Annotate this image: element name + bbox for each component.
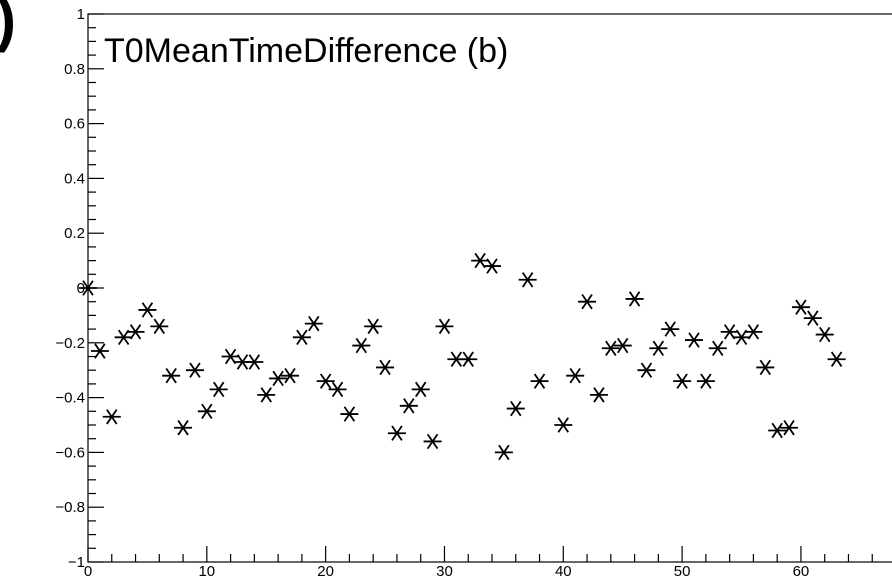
x-tick-label: 10 <box>198 563 215 578</box>
data-point <box>780 421 798 435</box>
data-point <box>245 355 263 369</box>
data-point <box>602 341 620 355</box>
scatter-points <box>79 253 846 459</box>
y-tick-label: −0.2 <box>55 335 85 352</box>
data-point <box>828 352 846 366</box>
data-point <box>364 319 382 333</box>
plot-frame <box>88 14 892 562</box>
x-tick-label: 60 <box>793 563 810 578</box>
data-point <box>257 388 275 402</box>
y-tick-label: 0.8 <box>64 61 85 78</box>
data-point <box>376 360 394 374</box>
data-point <box>531 374 549 388</box>
data-point <box>626 292 644 306</box>
data-point <box>566 368 584 382</box>
data-point <box>673 374 691 388</box>
data-point <box>435 319 453 333</box>
chart-title: T0MeanTimeDifference (b) <box>104 32 508 70</box>
x-tick-label: 0 <box>84 563 92 578</box>
data-point <box>459 352 477 366</box>
data-point <box>554 418 572 432</box>
y-tick-label: −0.4 <box>55 390 85 407</box>
data-point <box>340 407 358 421</box>
data-point <box>198 404 216 418</box>
data-point <box>661 322 679 336</box>
data-point <box>317 374 335 388</box>
data-point <box>400 399 418 413</box>
x-tick-label: 50 <box>674 563 691 578</box>
corner-glyph: ) <box>0 0 16 53</box>
data-point <box>424 434 442 448</box>
data-point <box>281 368 299 382</box>
data-point <box>186 363 204 377</box>
data-point <box>150 319 168 333</box>
y-tick-label: 0.4 <box>64 170 85 187</box>
y-tick-label: −0.8 <box>55 499 85 516</box>
data-point <box>495 445 513 459</box>
data-point <box>578 295 596 309</box>
data-point <box>685 333 703 347</box>
data-point <box>519 273 537 287</box>
y-tick-label: −1 <box>68 554 85 571</box>
data-point <box>412 382 430 396</box>
data-point <box>174 421 192 435</box>
data-point <box>138 303 156 317</box>
data-point <box>768 423 786 437</box>
y-tick-label: 0.6 <box>64 116 85 133</box>
data-point <box>792 300 810 314</box>
y-tick-label: −0.6 <box>55 444 85 461</box>
data-point <box>103 410 121 424</box>
data-point <box>756 360 774 374</box>
data-point <box>804 311 822 325</box>
data-point <box>269 371 287 385</box>
y-tick-label: 0.2 <box>64 225 85 242</box>
data-point <box>816 327 834 341</box>
x-tick-label: 20 <box>317 563 334 578</box>
data-point <box>637 363 655 377</box>
data-point <box>590 388 608 402</box>
x-axis-tick-labels: 0 10 20 30 40 50 60 <box>84 563 809 578</box>
data-point <box>649 341 667 355</box>
data-point <box>305 316 323 330</box>
data-point <box>614 338 632 352</box>
data-point <box>329 382 347 396</box>
data-point <box>388 426 406 440</box>
data-point <box>162 368 180 382</box>
y-tick-label: 1 <box>77 6 85 23</box>
x-tick-label: 40 <box>555 563 572 578</box>
data-point <box>507 401 525 415</box>
x-tick-label: 30 <box>436 563 453 578</box>
data-point <box>293 330 311 344</box>
data-point <box>210 382 228 396</box>
x-axis-ticks <box>88 546 892 562</box>
data-point <box>709 341 727 355</box>
data-point <box>352 338 370 352</box>
data-point <box>697 374 715 388</box>
